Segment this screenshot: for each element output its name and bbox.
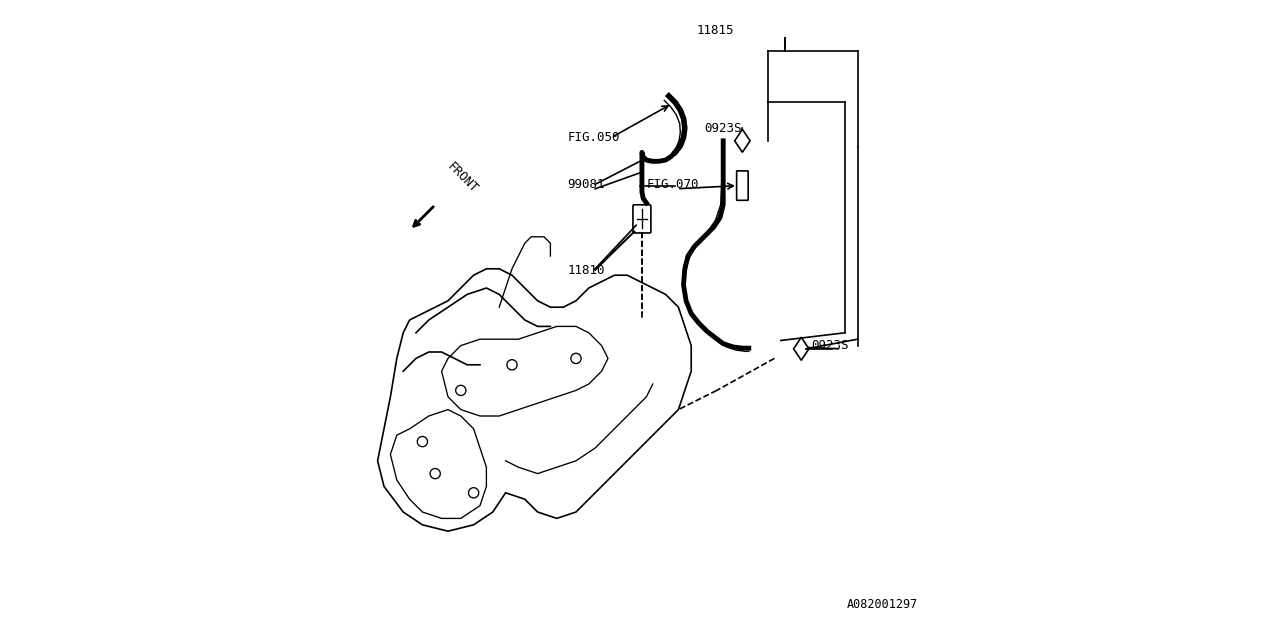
Text: 99081: 99081 — [568, 178, 605, 191]
Text: A082001297: A082001297 — [847, 598, 919, 611]
Text: 0923S: 0923S — [812, 339, 849, 352]
Text: 11815: 11815 — [696, 24, 733, 37]
Text: FRONT: FRONT — [445, 159, 480, 195]
Text: FIG.070: FIG.070 — [646, 178, 699, 191]
Text: FIG.050: FIG.050 — [568, 131, 621, 144]
Text: 11810: 11810 — [568, 264, 605, 276]
Text: 0923S: 0923S — [704, 122, 741, 134]
